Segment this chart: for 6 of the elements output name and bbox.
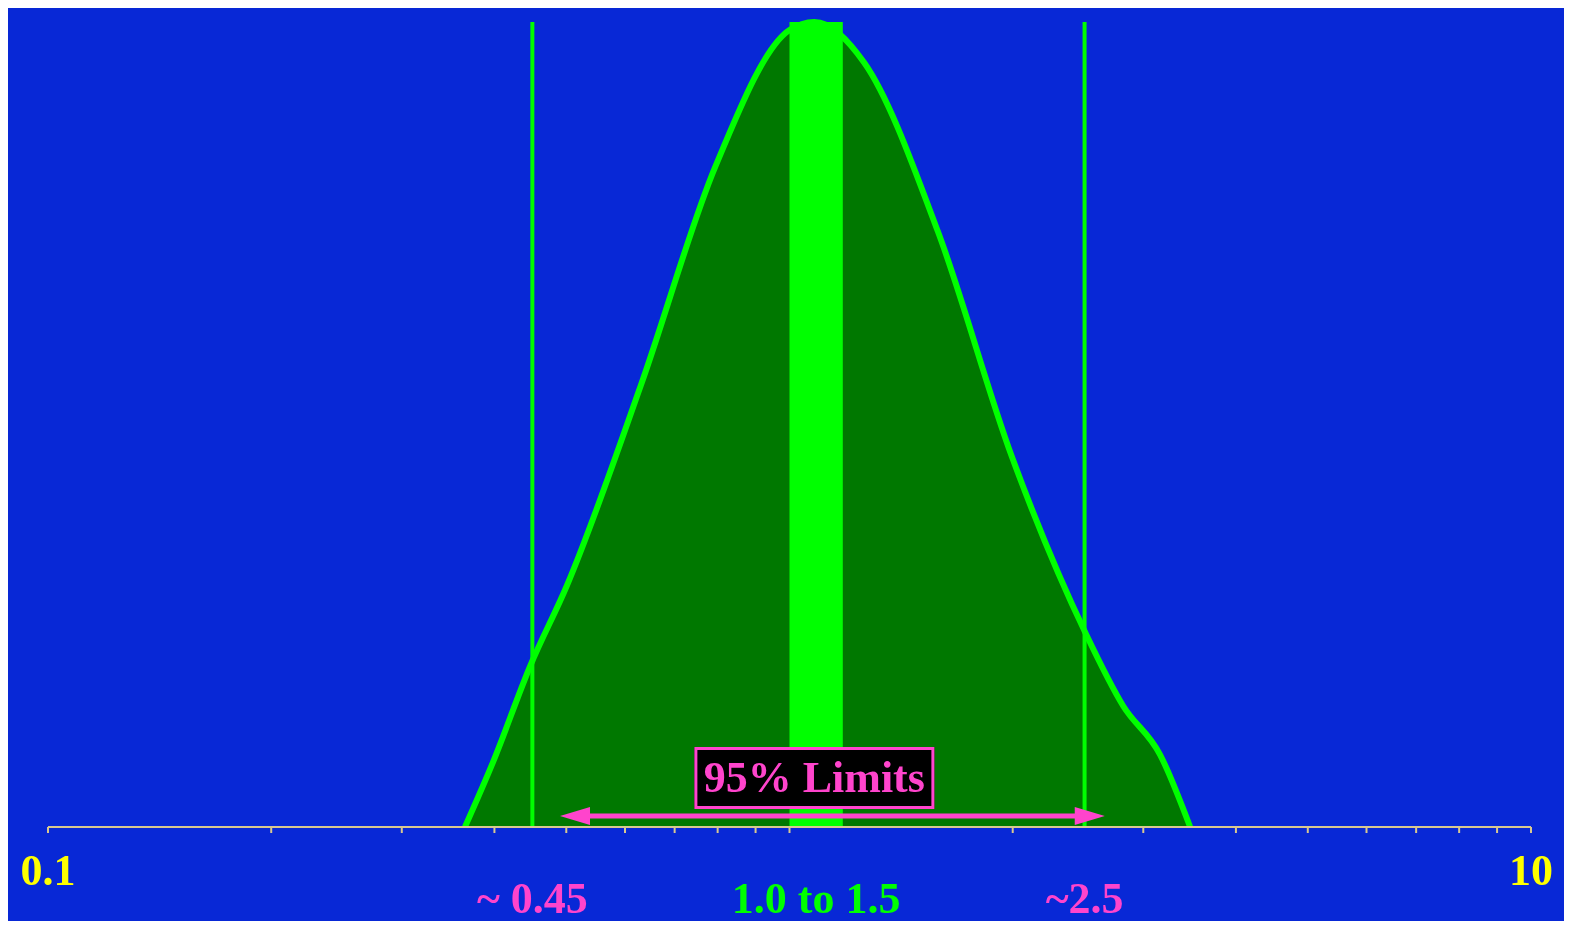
x-tick-label: 0.1 <box>20 846 76 895</box>
ref-line-label: ~2.5 <box>1045 874 1124 923</box>
x-tick-label: 10 <box>1509 846 1553 895</box>
band-label: 1.0 to 1.5 <box>731 874 901 923</box>
ref-line-label: ~ 0.45 <box>476 874 588 923</box>
annotation: 95% Limits <box>694 747 934 809</box>
